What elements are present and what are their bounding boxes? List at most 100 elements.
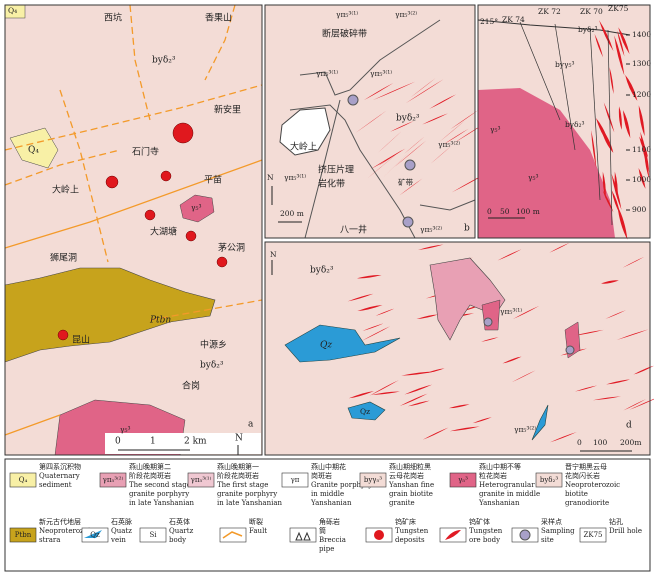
legend-swatch [187,472,215,488]
panel-a-bg [5,5,262,455]
legend-swatch [289,527,317,543]
place-label: 昆山 [72,335,90,346]
label: Q₄ [8,6,17,15]
legend-symbol: γπ₅³⁽²⁾ [103,475,124,484]
legend-zh: 晋宁期黑云母 [565,462,607,471]
fault [129,4,151,121]
legend-en: Fault [249,527,267,535]
panel-b-text: γπ₅³⁽¹⁾ γπ₅³⁽²⁾ 断层破碎带 γπ₅³⁽¹⁾ γπ₅³⁽¹⁾ by… [267,10,470,236]
legend-swatch [449,472,477,488]
rock-label: byδ₂³ [152,56,176,66]
legend-zh: 燕山中期花 [311,462,346,471]
legend-icon [84,530,102,538]
ore-vein [497,249,522,261]
scale-label: 0 [115,437,121,447]
ore-vein [618,106,622,130]
scale-label: 100 m [516,207,540,216]
rock-label: γ₅³ [120,425,131,434]
legend-zh: 钻孔 [609,517,623,526]
place-label: 八一井 [340,224,367,236]
scale-label: 2 km [184,437,207,447]
legend-zh: 燕山中期不等 [479,462,521,471]
ore-vein [369,380,399,396]
ore-vein [511,370,536,383]
legend-en: Quatz [111,527,132,535]
ore-vein [362,326,391,341]
legend-symbol: γπ₅³⁽¹⁾ [191,475,212,484]
legend-zh: 云母花岗岩 [389,471,424,480]
legend-zh: 阶段花岗斑岩 [217,471,259,480]
legend-swatch [281,472,309,488]
ore-vein [364,82,394,101]
rock-label: byδ₂³ [578,25,598,34]
legend-en: grain biotite [389,490,433,498]
elevation-label: 1300 [632,59,651,68]
fault-line [299,19,441,96]
elevation-axis: 1400 1300 1200 1100 1000 900 [626,30,651,214]
rock-label: γπ₅³⁽²⁾ [420,225,442,234]
sampling-site [404,159,416,171]
scale-label: 0 [577,438,582,447]
panel-d-text: N byδ₂³ Qz γπ₅³⁽¹⁾ Qz γπ₅³⁽²⁾ 0 100 200m… [270,250,641,447]
granite-porphyry [481,299,501,331]
ore-vein [472,417,492,424]
ore-vein [362,323,384,331]
ore-vein [383,149,413,178]
legend-zh: 断裂 [249,517,263,526]
elevation-label: 900 [632,205,647,214]
legend-zh: 筒 [319,526,326,535]
ore-vein [611,173,622,210]
ore-vein [629,398,654,410]
legend-en: granite [389,499,415,507]
place-label: 平苗 [204,175,222,186]
ore-vein [410,78,436,98]
drill-hole [607,29,613,226]
scale-label: 50 [500,207,510,216]
legend-icon [222,531,243,539]
legend-en: strara [39,536,60,544]
ore-vein [422,427,449,440]
legend-zh: 石英脉 [111,517,132,526]
legend-swatch [139,527,167,543]
sampling-site [402,216,414,228]
place-label: 大岭上 [290,141,317,153]
place-label: 中源乡 [200,339,227,351]
ore-vein [601,280,619,284]
legend-en: vein [110,536,126,544]
deposits [57,122,228,341]
rock-label: byδ₂³ [565,120,585,129]
legend-swatch [9,527,37,543]
legend-zh: 第四系沉积物 [39,462,81,471]
place-label: 石门寺 [132,146,159,158]
drill-hole [554,23,576,151]
rock-label: γ₅³ [490,125,501,134]
ore-vein [591,130,597,169]
rock-label: Ptbn [149,316,171,326]
place-label: 西坑 [104,12,122,24]
ore-vein [375,308,395,316]
ore-vein [644,155,650,179]
place-label: 大岭上 [52,184,79,196]
sampling-site [483,317,493,327]
ore-vein [622,256,645,268]
legend-zh: 钨矿床 [395,517,416,526]
legend-en: Tungsten [395,527,429,535]
legend-en: Breccia [319,536,346,544]
rock-label: γπ₅³⁽¹⁾ [370,69,392,78]
ore-vein [605,310,627,319]
rock-label: γπ₅³⁽¹⁾ [500,307,522,316]
fault [4,149,121,186]
legend-icon [295,531,311,541]
ore-vein [426,368,445,374]
ore-vein [357,305,383,312]
ore-vein [592,396,621,401]
ore-vein [399,178,423,196]
legend-icon [445,530,461,540]
tungsten-deposit [185,230,197,242]
tungsten-deposit [105,175,119,189]
rock-label: γπ₅³⁽²⁾ [395,10,417,19]
ore-vein [574,385,598,392]
drill-label: ZK75 [608,4,629,13]
rock-label: γπ₅³⁽¹⁾ [336,10,358,19]
